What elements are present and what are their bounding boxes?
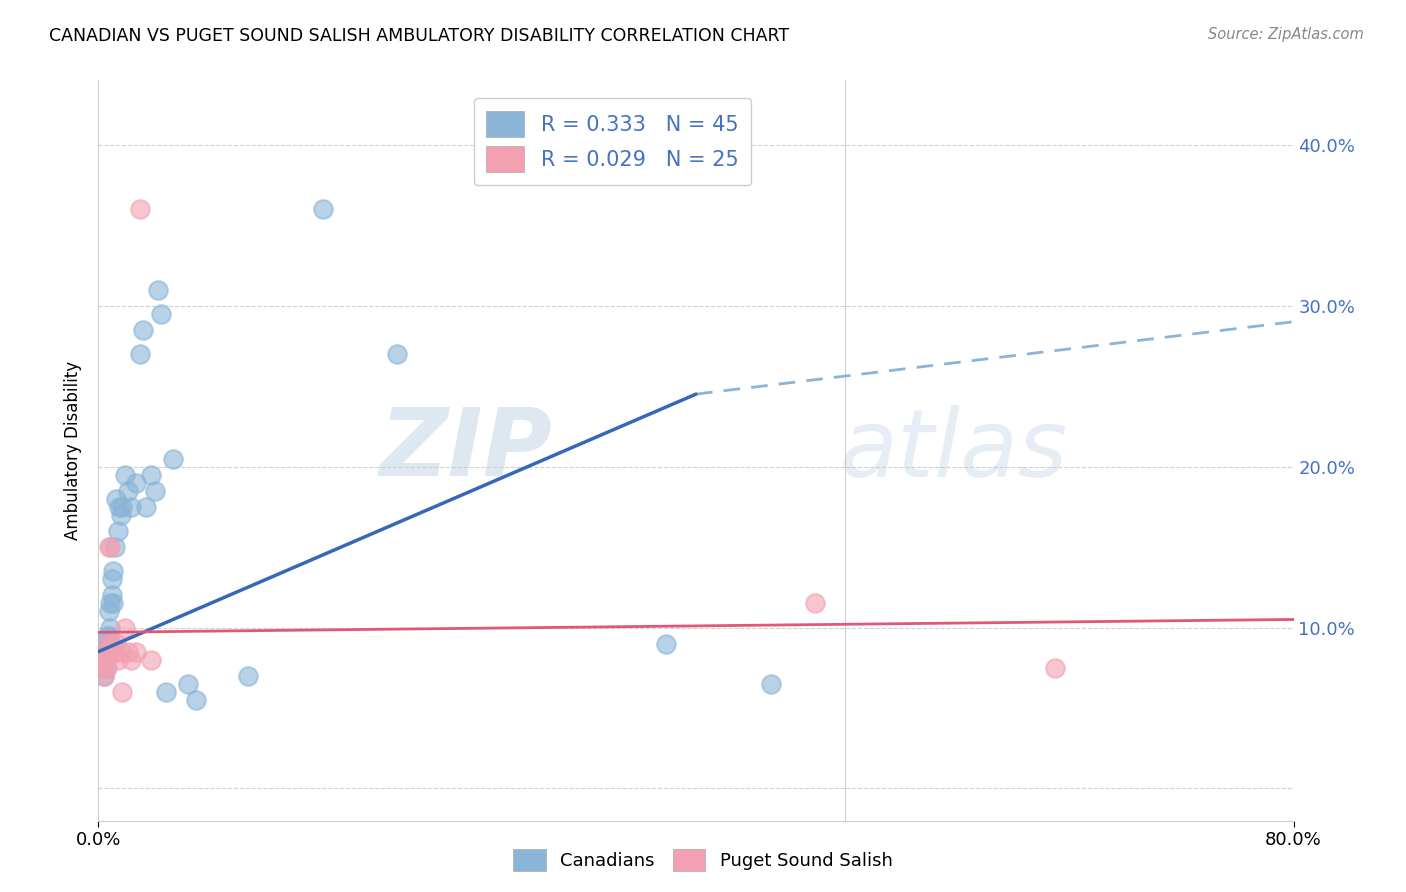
- Point: [139, 467, 162, 482]
- Point: [120, 500, 142, 514]
- Point: [97, 604, 120, 618]
- Point: [155, 685, 177, 699]
- Point: [385, 347, 409, 361]
- Point: [135, 500, 157, 514]
- Point: [111, 685, 134, 699]
- Point: [108, 500, 131, 514]
- Point: [105, 637, 128, 651]
- Point: [162, 451, 184, 466]
- Point: [94, 637, 117, 651]
- Point: [90, 661, 112, 675]
- Point: [91, 645, 114, 659]
- Point: [111, 500, 134, 514]
- Point: [93, 637, 115, 651]
- Point: [759, 677, 782, 691]
- Point: [110, 508, 132, 522]
- Point: [125, 475, 148, 490]
- Point: [143, 483, 166, 498]
- Point: [104, 540, 127, 554]
- Point: [94, 645, 117, 659]
- Point: [101, 572, 124, 586]
- Point: [93, 669, 115, 683]
- Text: CANADIAN VS PUGET SOUND SALISH AMBULATORY DISABILITY CORRELATION CHART: CANADIAN VS PUGET SOUND SALISH AMBULATOR…: [49, 27, 789, 45]
- Point: [117, 483, 139, 498]
- Text: ZIP: ZIP: [380, 404, 553, 497]
- Point: [132, 323, 155, 337]
- Point: [114, 620, 136, 634]
- Point: [97, 628, 120, 642]
- Point: [311, 202, 333, 216]
- Point: [96, 645, 118, 659]
- Point: [101, 588, 124, 602]
- Point: [655, 637, 678, 651]
- Point: [98, 540, 122, 554]
- Point: [125, 645, 148, 659]
- Point: [94, 653, 117, 667]
- Point: [114, 467, 136, 482]
- Point: [91, 661, 114, 675]
- Point: [94, 661, 117, 675]
- Legend: R = 0.333   N = 45, R = 0.029   N = 25: R = 0.333 N = 45, R = 0.029 N = 25: [474, 98, 751, 185]
- Point: [236, 669, 259, 683]
- Point: [96, 637, 118, 651]
- Point: [103, 596, 125, 610]
- Point: [96, 628, 118, 642]
- Point: [93, 669, 115, 683]
- Y-axis label: Ambulatory Disability: Ambulatory Disability: [65, 361, 83, 540]
- Legend: Canadians, Puget Sound Salish: Canadians, Puget Sound Salish: [506, 842, 900, 879]
- Point: [804, 596, 827, 610]
- Point: [184, 693, 207, 707]
- Point: [94, 637, 117, 651]
- Point: [139, 653, 162, 667]
- Point: [107, 524, 129, 538]
- Point: [1043, 661, 1066, 675]
- Point: [98, 620, 122, 634]
- Point: [110, 645, 132, 659]
- Point: [101, 637, 124, 651]
- Point: [129, 202, 152, 216]
- Point: [91, 653, 114, 667]
- Point: [107, 653, 129, 667]
- Point: [177, 677, 200, 691]
- Point: [96, 661, 118, 675]
- Point: [89, 653, 111, 667]
- Text: Source: ZipAtlas.com: Source: ZipAtlas.com: [1208, 27, 1364, 42]
- Point: [97, 540, 120, 554]
- Point: [103, 564, 125, 578]
- Point: [104, 645, 127, 659]
- Point: [90, 653, 112, 667]
- Point: [148, 283, 170, 297]
- Point: [93, 653, 115, 667]
- Point: [98, 596, 122, 610]
- Point: [105, 491, 128, 506]
- Point: [150, 307, 173, 321]
- Point: [103, 645, 125, 659]
- Point: [120, 653, 142, 667]
- Point: [117, 645, 139, 659]
- Text: atlas: atlas: [839, 405, 1067, 496]
- Point: [129, 347, 152, 361]
